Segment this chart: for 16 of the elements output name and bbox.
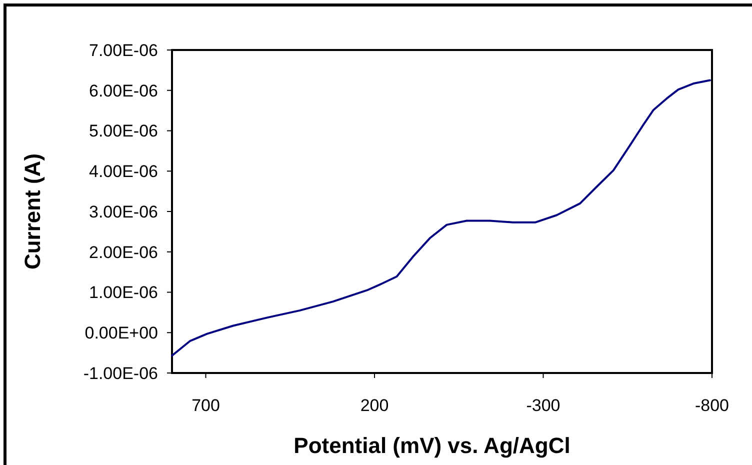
x-tick-label: 200 [360,396,389,415]
y-tick-label: 5.00E-06 [89,122,158,141]
x-tick-label: 700 [192,396,220,415]
y-tick-label: 0.00E+00 [84,324,158,343]
y-tick-label: 7.00E-06 [89,40,158,60]
x-axis-title: Potential (mV) vs. Ag/AgCl [294,433,570,458]
y-tick-label: 4.00E-06 [89,162,158,182]
y-tick-label: -1.00E-06 [83,364,158,383]
x-tick-label: -800 [694,396,730,415]
y-axis-title: Current (A) [20,153,45,270]
y-tick-label: 2.00E-06 [89,242,158,262]
y-tick-label: 1.00E-06 [89,283,158,302]
y-tick-label: 3.00E-06 [89,202,158,222]
y-tick-label: 6.00E-06 [89,81,158,100]
x-tick-label: -300 [526,396,560,415]
line-series [171,79,711,357]
